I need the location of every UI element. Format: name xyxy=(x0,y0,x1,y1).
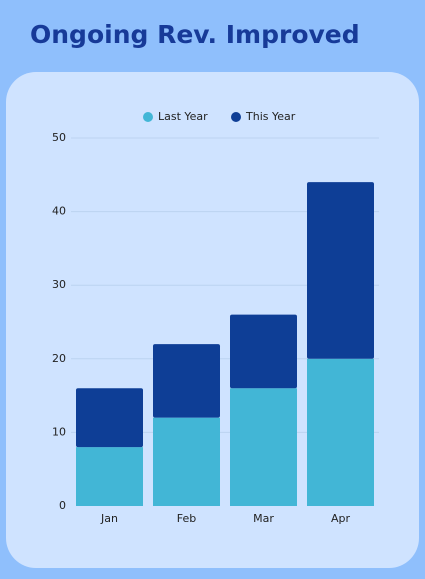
bar-segment xyxy=(307,182,374,359)
chart-title: Ongoing Rev. Improved xyxy=(30,20,360,49)
y-tick-label: 0 xyxy=(59,499,66,512)
bar-segment xyxy=(76,447,143,506)
bar-segment xyxy=(230,388,297,506)
x-tick-label: Feb xyxy=(177,512,196,525)
legend-swatch xyxy=(231,112,241,122)
x-tick-label: Mar xyxy=(253,512,274,525)
y-tick-label: 40 xyxy=(52,205,66,218)
bar-segment xyxy=(230,314,297,389)
y-tick-label: 50 xyxy=(52,131,66,144)
x-tick-label: Jan xyxy=(100,512,118,525)
bar-segment xyxy=(307,358,374,506)
bar-segment xyxy=(153,344,220,418)
bar-segment xyxy=(153,417,220,506)
y-tick-label: 30 xyxy=(52,278,66,291)
y-tick-label: 10 xyxy=(52,425,66,438)
y-tick-label: 20 xyxy=(52,352,66,365)
x-tick-label: Apr xyxy=(331,512,351,525)
legend-label: This Year xyxy=(245,110,296,123)
bar-segment xyxy=(76,388,143,448)
legend-swatch xyxy=(143,112,153,122)
legend-label: Last Year xyxy=(158,110,208,123)
